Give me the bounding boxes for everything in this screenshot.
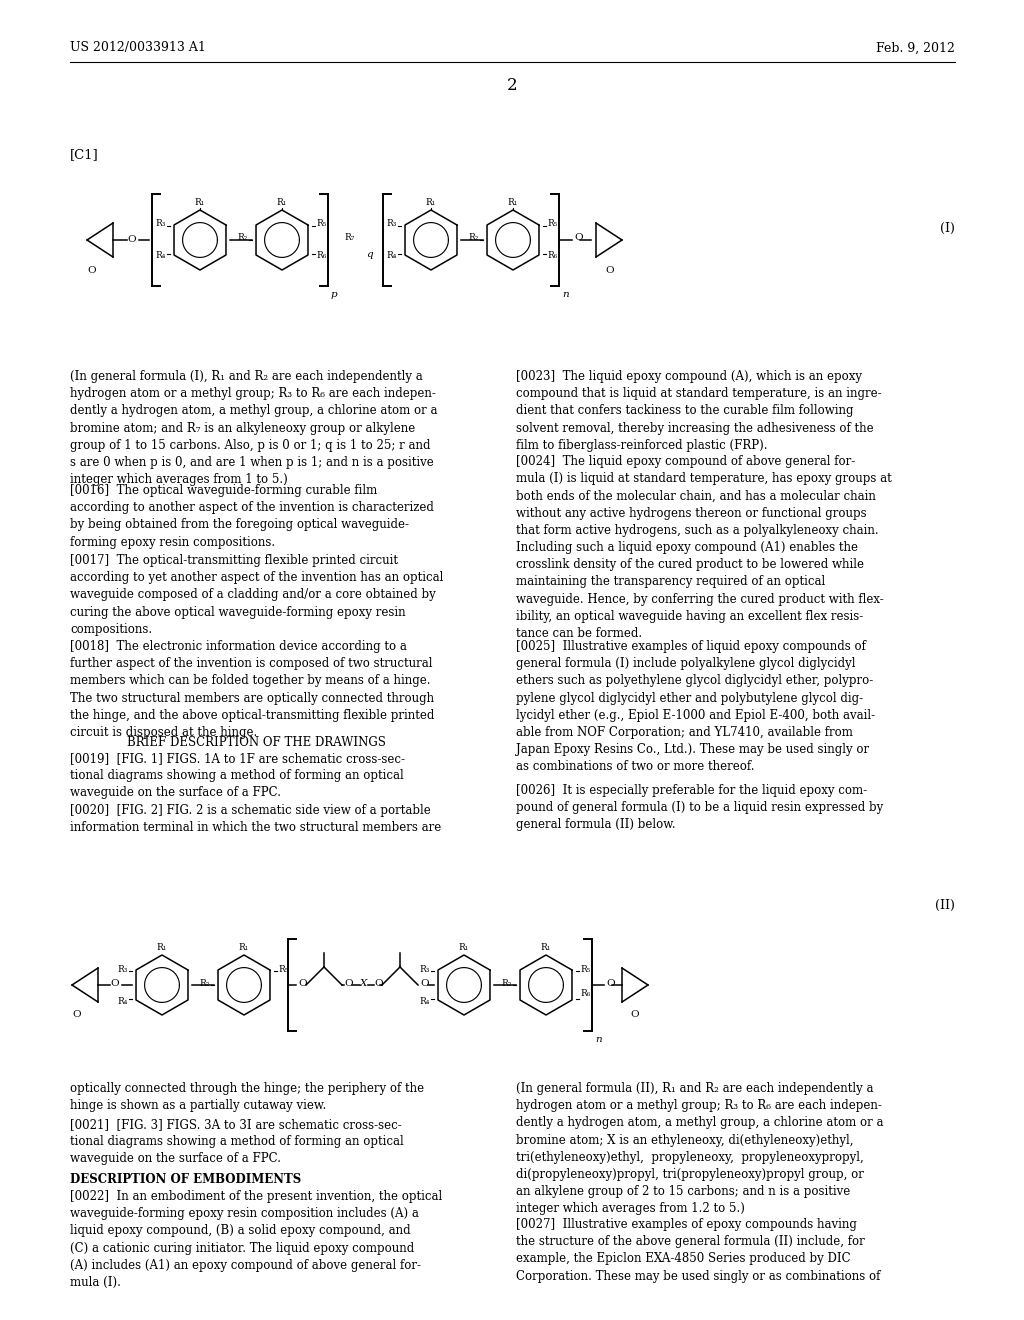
- Text: R₁: R₁: [276, 198, 287, 207]
- Text: O: O: [605, 267, 614, 275]
- Text: R₅: R₅: [580, 965, 591, 974]
- Text: R₆: R₆: [580, 989, 590, 998]
- Text: R₆: R₆: [547, 252, 557, 260]
- Text: R₅: R₅: [278, 965, 289, 974]
- Text: R₆: R₆: [316, 252, 327, 260]
- Text: R₃: R₃: [118, 965, 128, 974]
- Text: O: O: [111, 979, 120, 989]
- Text: [0017]  The optical-transmitting flexible printed circuit
according to yet anoth: [0017] The optical-transmitting flexible…: [70, 554, 443, 636]
- Text: R₃: R₃: [156, 219, 166, 228]
- Text: R₃: R₃: [420, 965, 430, 974]
- Text: [0022]  In an embodiment of the present invention, the optical
waveguide-forming: [0022] In an embodiment of the present i…: [70, 1191, 442, 1290]
- Text: [0027]  Illustrative examples of epoxy compounds having
the structure of the abo: [0027] Illustrative examples of epoxy co…: [516, 1218, 881, 1283]
- Text: O: O: [298, 979, 306, 989]
- Text: R₂: R₂: [502, 978, 512, 987]
- Text: O: O: [73, 1010, 81, 1019]
- Text: q: q: [366, 249, 373, 259]
- Text: R₄: R₄: [118, 997, 128, 1006]
- Text: R₅: R₅: [547, 219, 557, 228]
- Text: BRIEF DESCRIPTION OF THE DRAWINGS: BRIEF DESCRIPTION OF THE DRAWINGS: [127, 737, 385, 748]
- Text: O: O: [631, 1010, 639, 1019]
- Text: n: n: [562, 290, 568, 300]
- Text: [0025]  Illustrative examples of liquid epoxy compounds of
general formula (I) i: [0025] Illustrative examples of liquid e…: [516, 640, 876, 774]
- Text: n: n: [595, 1035, 602, 1044]
- Text: DESCRIPTION OF EMBODIMENTS: DESCRIPTION OF EMBODIMENTS: [70, 1173, 301, 1185]
- Text: R₁: R₁: [508, 198, 518, 207]
- Text: O: O: [374, 979, 383, 989]
- Text: R₁: R₁: [157, 942, 167, 952]
- Text: (I): (I): [940, 222, 955, 235]
- Text: [0023]  The liquid epoxy compound (A), which is an epoxy
compound that is liquid: [0023] The liquid epoxy compound (A), wh…: [516, 370, 882, 451]
- Text: R₁: R₁: [541, 942, 551, 952]
- Text: [C1]: [C1]: [70, 149, 98, 161]
- Text: R₁: R₁: [459, 942, 469, 952]
- Text: X: X: [360, 979, 368, 989]
- Text: p: p: [331, 290, 338, 300]
- Text: (II): (II): [935, 899, 955, 912]
- Text: R₄: R₄: [420, 997, 430, 1006]
- Text: O: O: [606, 979, 614, 989]
- Text: 2: 2: [507, 77, 517, 94]
- Text: R₁: R₁: [426, 198, 436, 207]
- Text: R₃: R₃: [387, 219, 397, 228]
- Text: [0020]  [FIG. 2] FIG. 2 is a schematic side view of a portable
information termi: [0020] [FIG. 2] FIG. 2 is a schematic si…: [70, 804, 441, 834]
- Text: [0024]  The liquid epoxy compound of above general for-
mula (I) is liquid at st: [0024] The liquid epoxy compound of abov…: [516, 455, 892, 640]
- Text: R₄: R₄: [387, 252, 397, 260]
- Text: [0016]  The optical waveguide-forming curable film
according to another aspect o: [0016] The optical waveguide-forming cur…: [70, 484, 434, 549]
- Text: R₅: R₅: [316, 219, 327, 228]
- Text: [0019]  [FIG. 1] FIGS. 1A to 1F are schematic cross-sec-
tional diagrams showing: [0019] [FIG. 1] FIGS. 1A to 1F are schem…: [70, 752, 406, 800]
- Text: optically connected through the hinge; the periphery of the
hinge is shown as a : optically connected through the hinge; t…: [70, 1082, 424, 1113]
- Text: R₁: R₁: [195, 198, 205, 207]
- Text: [0021]  [FIG. 3] FIGS. 3A to 3I are schematic cross-sec-
tional diagrams showing: [0021] [FIG. 3] FIGS. 3A to 3I are schem…: [70, 1118, 403, 1166]
- Text: R₂: R₂: [200, 978, 210, 987]
- Text: R₄: R₄: [156, 252, 166, 260]
- Text: R₇: R₇: [344, 234, 354, 243]
- Text: O: O: [88, 267, 96, 275]
- Text: (In general formula (I), R₁ and R₂ are each independently a
hydrogen atom or a m: (In general formula (I), R₁ and R₂ are e…: [70, 370, 437, 486]
- Text: [0018]  The electronic information device according to a
further aspect of the i: [0018] The electronic information device…: [70, 640, 434, 739]
- Text: R₁: R₁: [239, 942, 249, 952]
- Text: [0026]  It is especially preferable for the liquid epoxy com-
pound of general f: [0026] It is especially preferable for t…: [516, 784, 884, 832]
- Text: O: O: [344, 979, 352, 989]
- Text: (In general formula (II), R₁ and R₂ are each independently a
hydrogen atom or a : (In general formula (II), R₁ and R₂ are …: [516, 1082, 884, 1216]
- Text: O: O: [574, 234, 583, 243]
- Text: O: O: [420, 979, 429, 989]
- Text: Feb. 9, 2012: Feb. 9, 2012: [877, 41, 955, 54]
- Text: R₂: R₂: [238, 234, 248, 243]
- Text: US 2012/0033913 A1: US 2012/0033913 A1: [70, 41, 206, 54]
- Text: R₂: R₂: [469, 234, 479, 243]
- Text: O: O: [128, 235, 136, 243]
